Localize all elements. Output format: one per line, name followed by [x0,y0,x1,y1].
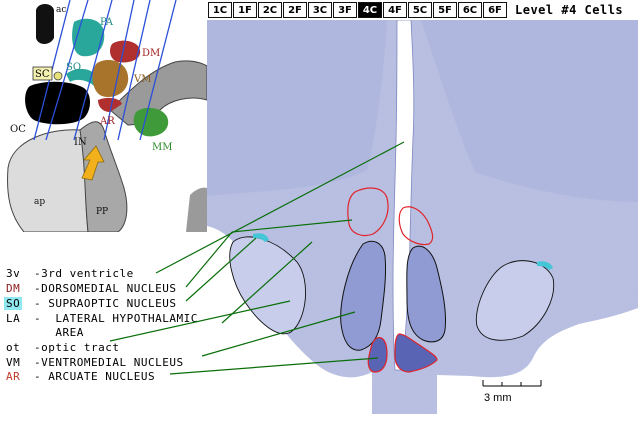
legend-desc: -VENTROMEDIAL NUCLEUS [34,355,184,369]
tab-1f[interactable]: 1F [233,2,257,18]
tab-3f[interactable]: 3F [333,2,357,18]
label-ap: ap [34,197,45,207]
tab-5f[interactable]: 5F [433,2,457,18]
micrograph-image [207,20,638,414]
legend-item-ar: AR - ARCUATE NUCLEUS [0,369,155,383]
tab-6c[interactable]: 6C [458,2,482,18]
tab-4c[interactable]: 4C [358,2,382,18]
tab-2c[interactable]: 2C [258,2,282,18]
legend-desc: AREA [34,325,84,339]
label-oc: OC [10,124,26,135]
legend-desc: -DORSOMEDIAL NUCLEUS [34,281,177,295]
label-ar: AR [99,116,115,127]
scale-bar-label: 3 mm [484,392,512,404]
legend-desc: -3rd ventricle [34,266,134,280]
legend: 3v -3rd ventricle DM -DORSOMEDIAL NUCLEU… [0,262,207,383]
legend-abbr: SO [4,296,23,310]
level-tab-bar: 1C 1F 2C 2F 3C 3F 4C 4F 5C 5F 6C 6F Leve… [207,0,638,20]
label-pp: PP [96,207,108,217]
label-pa: PA [100,17,114,28]
label-dm: DM [142,48,160,59]
tab-5c[interactable]: 5C [408,2,432,18]
label-sc: SC [35,69,50,80]
scale-bar [482,380,542,387]
tab-6f[interactable]: 6F [483,2,507,18]
legend-item-3v: 3v -3rd ventricle [0,266,134,280]
legend-item-la: LA - LATERAL HYPOTHALAMIC [0,311,198,325]
legend-abbr: VM [6,355,21,369]
hypothalamus-schematic: ac PA DM SC SO VM OC AR IN MM ap PP [0,0,207,232]
legend-item-dm: DM -DORSOMEDIAL NUCLEUS [0,281,176,295]
legend-abbr: ot [6,340,21,354]
tab-3c[interactable]: 3C [308,2,332,18]
label-mm: MM [152,142,172,153]
legend-item-so: SO - SUPRAOPTIC NUCLEUS [0,296,176,310]
legend-item-vm: VM -VENTROMEDIAL NUCLEUS [0,355,184,369]
legend-abbr: DM [6,281,21,295]
level-title: Level #4 Cells [515,3,624,17]
legend-abbr: 3v [6,266,21,280]
label-so: SO [66,62,81,73]
label-vm: VM [133,74,151,85]
legend-abbr: LA [6,311,21,325]
legend-desc: -optic tract [34,340,120,354]
legend-desc: - LATERAL HYPOTHALAMIC [34,311,198,325]
tab-2f[interactable]: 2F [283,2,307,18]
legend-item-la-cont: AREA [0,325,84,339]
tab-1c[interactable]: 1C [208,2,232,18]
bottom-margin [207,414,638,434]
label-in: IN [74,137,87,148]
legend-desc: - SUPRAOPTIC NUCLEUS [34,296,177,310]
legend-abbr: AR [6,369,21,383]
legend-desc: - ARCUATE NUCLEUS [34,369,156,383]
tab-4f[interactable]: 4F [383,2,407,18]
legend-item-ot: ot -optic tract [0,340,119,354]
label-ac: ac [56,5,66,15]
